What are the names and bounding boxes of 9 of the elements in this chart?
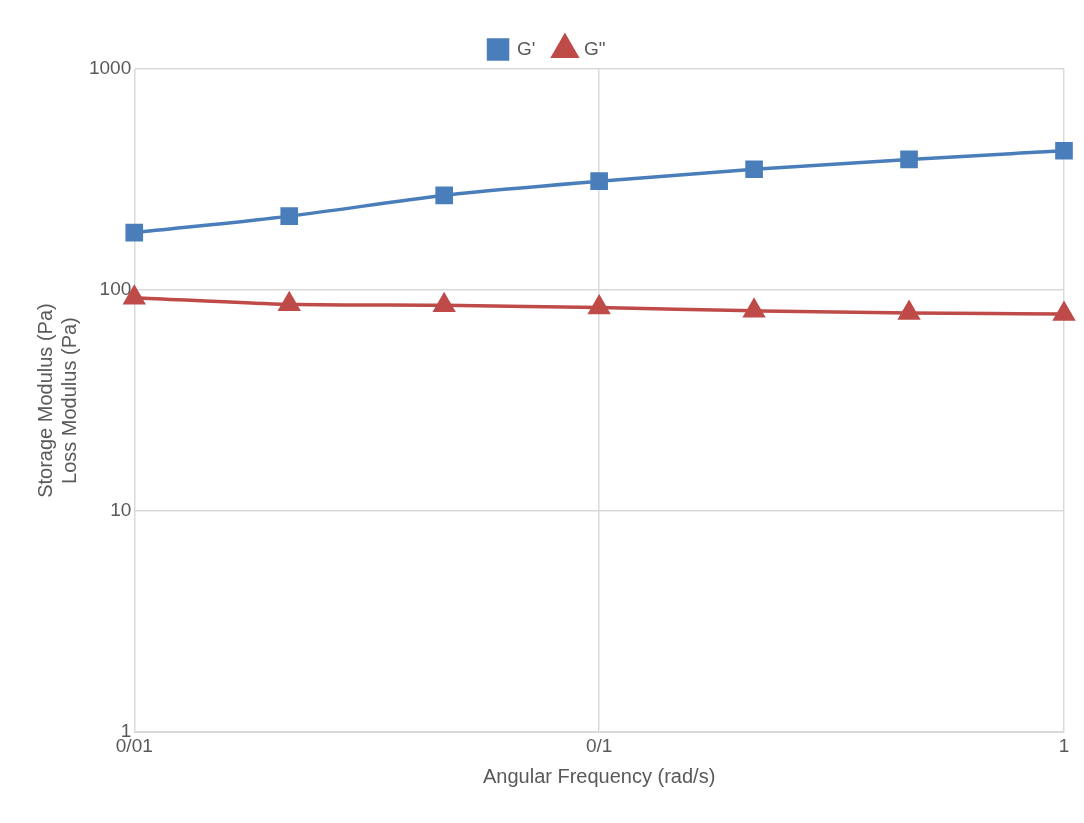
legend-label: G': [517, 37, 536, 59]
y-axis-title: Storage Modulus (Pa) Loss Modulus (Pa): [33, 303, 80, 498]
y-tick-label: 10: [110, 499, 132, 521]
legend-label: G": [583, 37, 606, 59]
x-tick-label: 1: [1058, 734, 1070, 756]
y-tick-label: 100: [99, 278, 132, 300]
x-tick-label: 0/1: [585, 734, 613, 756]
y-tick-label: 1000: [88, 57, 132, 79]
x-axis-title: Angular Frequency (rad/s): [482, 764, 716, 787]
